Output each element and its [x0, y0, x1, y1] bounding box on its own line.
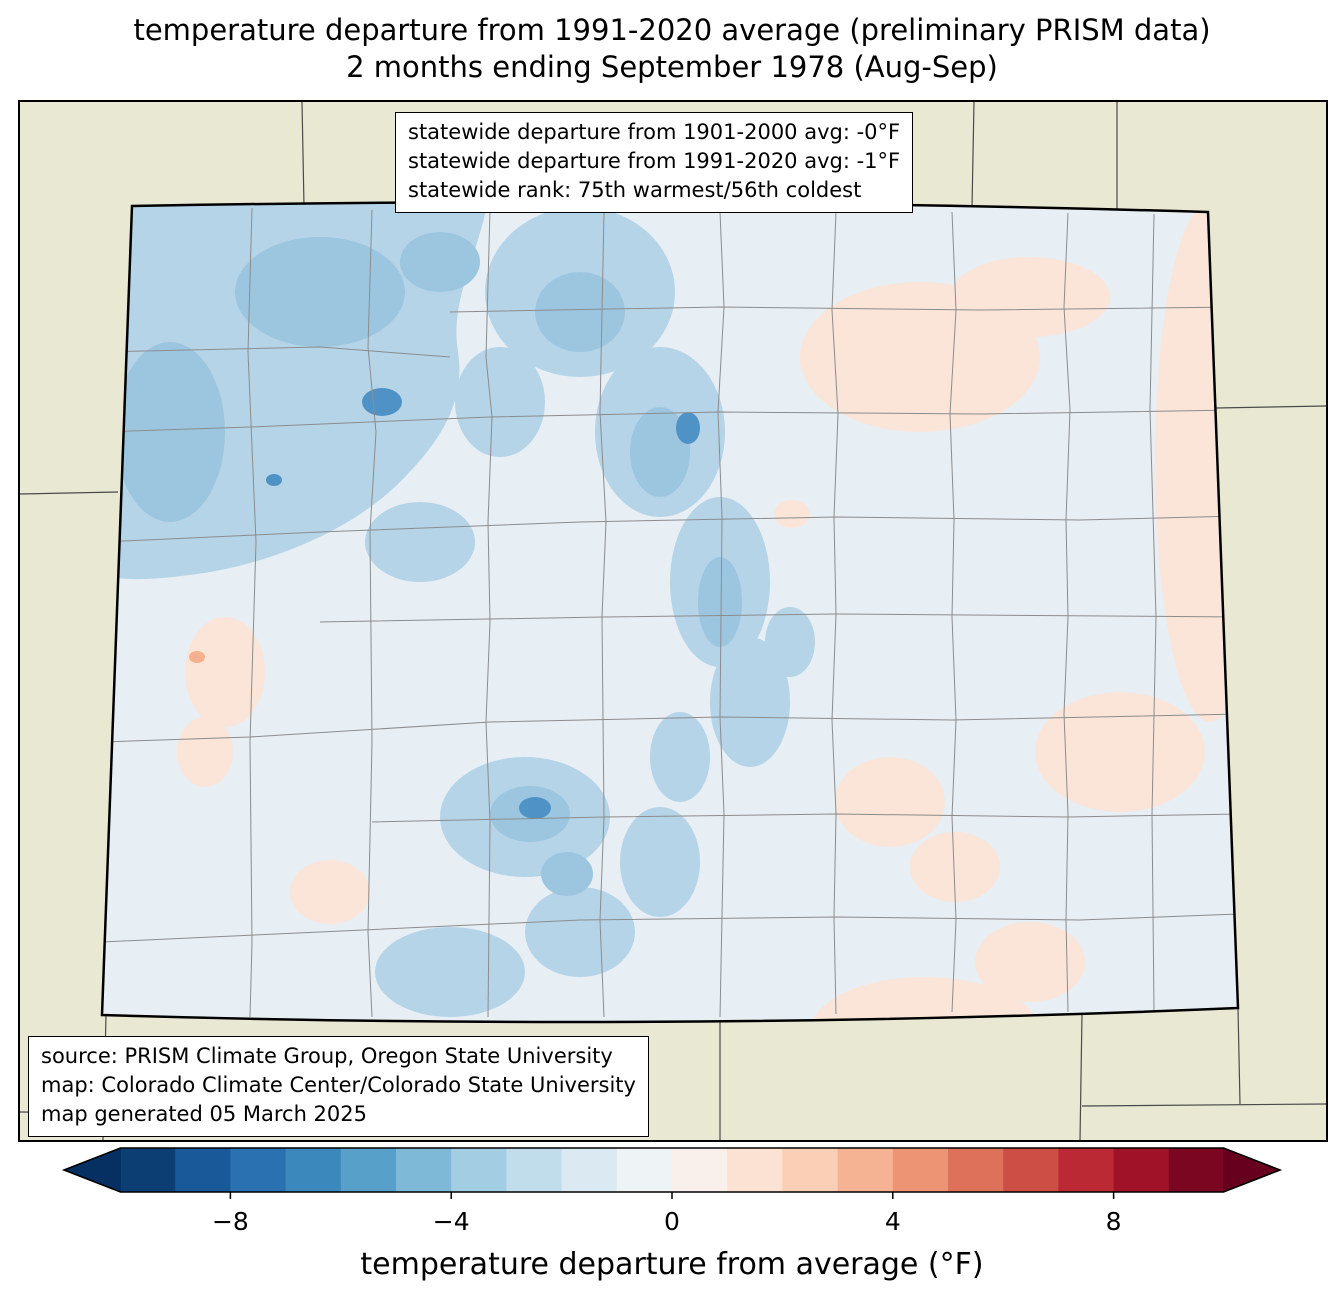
county-boundaries [102, 207, 1238, 1018]
stats-line-1: statewide departure from 1901-2000 avg: … [408, 120, 901, 144]
svg-text:−8: −8 [212, 1207, 249, 1236]
colorbar-right-arrow [1223, 1148, 1280, 1192]
map-area [18, 100, 1328, 1142]
stats-box: statewide departure from 1901-2000 avg: … [395, 112, 914, 213]
colorbar-left-arrow [64, 1148, 121, 1192]
figure-title-line2: 2 months ending September 1978 (Aug-Sep) [346, 50, 998, 84]
svg-text:−4: −4 [433, 1207, 470, 1236]
source-box: source: PRISM Climate Group, Oregon Stat… [28, 1036, 649, 1137]
warm-anomaly-blobs [177, 202, 1238, 1023]
cool-anomaly-blobs [102, 202, 815, 1017]
colorado-map-svg [20, 102, 1326, 1140]
figure-title: temperature departure from 1991-2020 ave… [0, 12, 1344, 86]
stats-line-3: statewide rank: 75th warmest/56th coldes… [408, 177, 862, 202]
svg-text:8: 8 [1106, 1207, 1122, 1236]
colorbar-outline [61, 1147, 1283, 1193]
svg-text:4: 4 [885, 1207, 901, 1236]
svg-text:0: 0 [664, 1207, 680, 1236]
figure-title-line1: temperature departure from 1991-2020 ave… [133, 13, 1211, 47]
colorbar-ticks: −8 −4 0 4 8 [212, 1192, 1122, 1236]
source-line-3: map generated 05 March 2025 [41, 1101, 368, 1126]
colorbar: −8 −4 0 4 8 temperature departure from avera… [61, 1147, 1283, 1282]
colorbar-segments [120, 1148, 1225, 1192]
colorbar-label: temperature departure from average (°F) [360, 1247, 983, 1282]
source-line-2: map: Colorado Climate Center/Colorado St… [41, 1072, 636, 1097]
source-line-1: source: PRISM Climate Group, Oregon Stat… [41, 1044, 613, 1068]
stats-line-2: statewide departure from 1991-2020 avg: … [408, 148, 901, 173]
